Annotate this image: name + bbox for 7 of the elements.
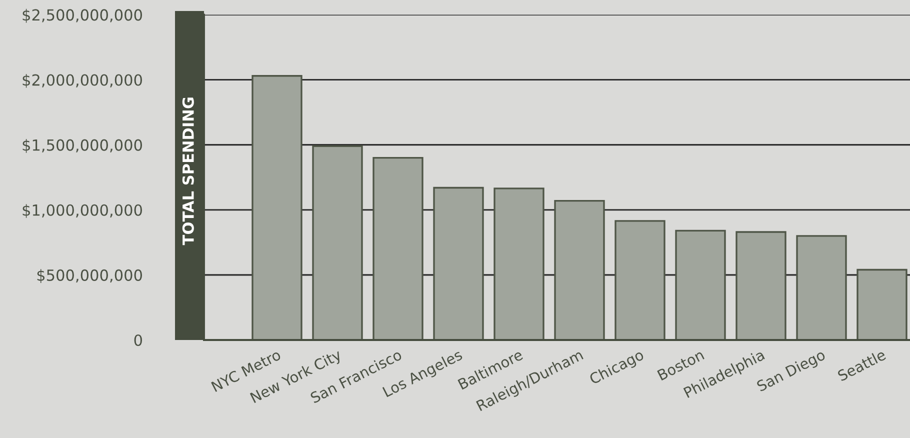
y-tick-label: $1,000,000,000: [22, 204, 142, 218]
y-tick-label: 0: [134, 334, 142, 346]
y-tick-label: $1,500,000,000: [22, 139, 142, 153]
y-tick-label: $500,000,000: [37, 269, 142, 283]
y-tick-label: $2,000,000,000: [22, 74, 142, 88]
y-tick-label: $2,500,000,000: [22, 8, 142, 23]
y-axis-title: TOTAL SPENDING: [182, 98, 194, 246]
